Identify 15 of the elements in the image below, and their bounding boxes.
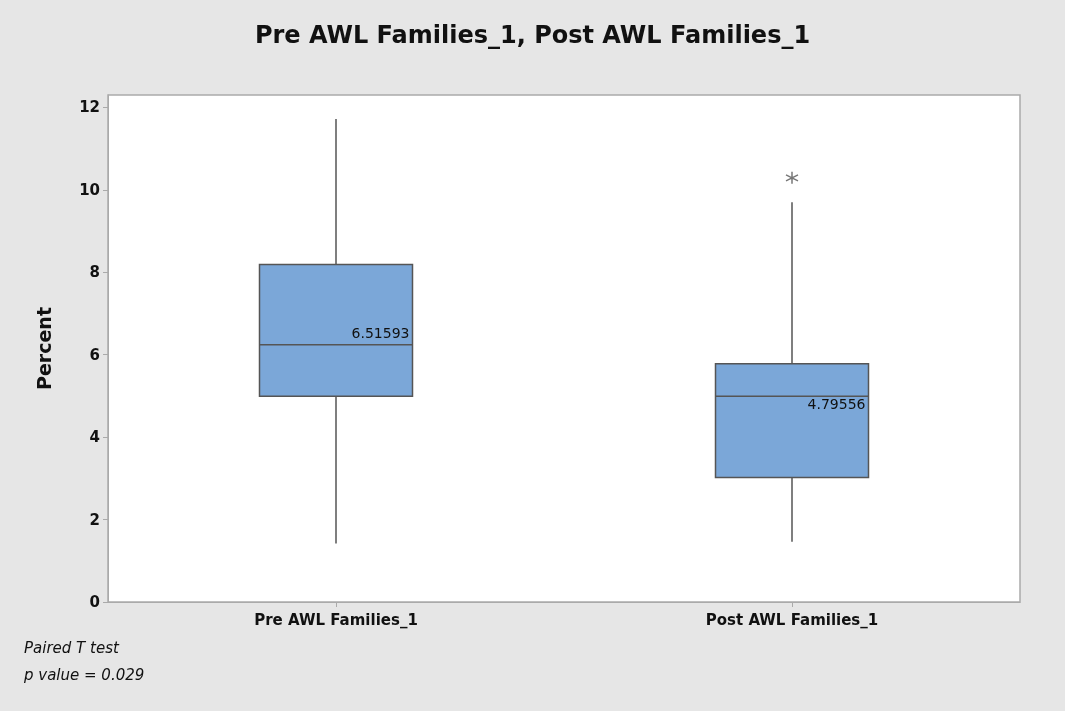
text: p value = 0.029 bbox=[23, 665, 145, 684]
x-tick-label: Post AWL Families_1 bbox=[705, 610, 879, 629]
y-tick-label: 4 bbox=[89, 428, 100, 447]
y-tick-label: 6 bbox=[89, 345, 100, 364]
chart-title: Pre AWL Families_1, Post AWL Families_1 bbox=[254, 21, 811, 49]
y-tick-label: 12 bbox=[79, 98, 100, 117]
y-tick-label: 10 bbox=[79, 180, 100, 199]
text: Paired T test bbox=[24, 638, 120, 657]
annotation: 6.51593 bbox=[351, 325, 410, 342]
y-axis-title: Percent bbox=[32, 307, 55, 390]
y-tick-label: 2 bbox=[89, 510, 100, 529]
y-tick-label: 8 bbox=[89, 263, 100, 282]
annotation: 4.79556 bbox=[807, 396, 866, 413]
y-tick-label: 0 bbox=[89, 593, 100, 611]
x-tick-label: Pre AWL Families_1 bbox=[254, 610, 418, 629]
